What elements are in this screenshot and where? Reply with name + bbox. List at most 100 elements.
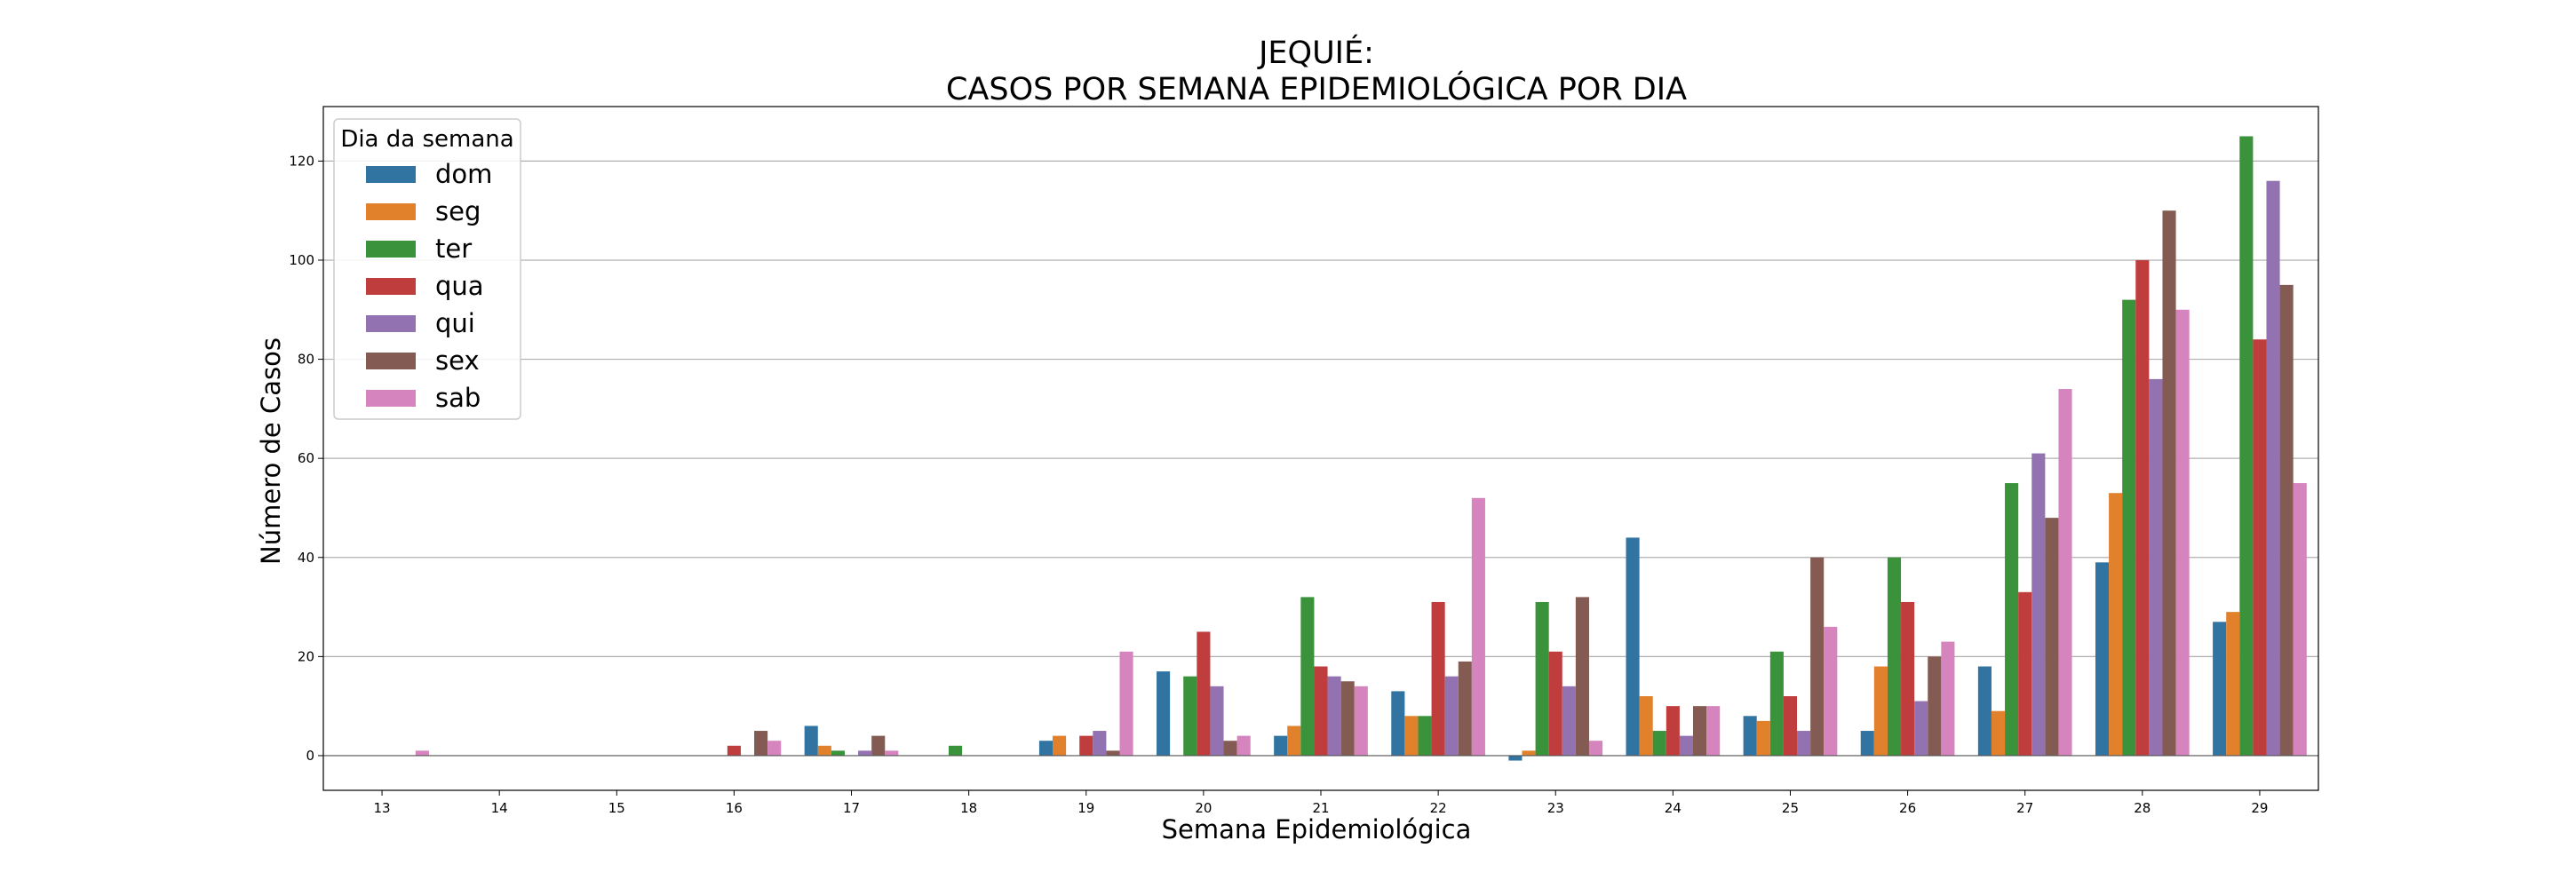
- bar-qui-21: [1327, 676, 1341, 756]
- bar-qui-17: [858, 750, 872, 756]
- bar-ter-29: [2239, 136, 2254, 756]
- bar-seg-25: [1756, 720, 1770, 756]
- legend-label-sab: sab: [435, 383, 481, 413]
- bar-sex-25: [1810, 557, 1825, 756]
- bar-qua-22: [1431, 601, 1445, 756]
- bar-qua-29: [2253, 339, 2267, 756]
- y-tick-label-0: 0: [306, 748, 314, 764]
- bar-dom-19: [1038, 741, 1053, 756]
- bar-qua-27: [2018, 591, 2032, 756]
- bar-sab-20: [1236, 735, 1251, 756]
- legend-items: dom seg ter qua qui sex sab: [366, 159, 492, 413]
- legend-label-sex: sex: [435, 345, 480, 376]
- y-tick-label-1: 20: [298, 648, 314, 664]
- bar-qui-23: [1562, 686, 1576, 756]
- bar-ter-23: [1535, 601, 1549, 756]
- legend-label-dom: dom: [435, 159, 492, 189]
- bar-ter-25: [1769, 651, 1784, 756]
- bar-sab-23: [1588, 741, 1603, 756]
- bar-sex-21: [1340, 681, 1355, 756]
- bar-seg-23: [1522, 750, 1536, 756]
- x-tick-label-29: 29: [2251, 800, 2268, 816]
- bar-sab-28: [2175, 309, 2190, 756]
- bar-sex-26: [1928, 656, 1942, 756]
- bar-ter-22: [1418, 716, 1432, 756]
- x-tick-label-23: 23: [1547, 800, 1564, 816]
- bar-dom-28: [2095, 562, 2110, 756]
- bar-qua-19: [1079, 735, 1093, 756]
- bar-sex-27: [2045, 518, 2059, 756]
- bar-dom-27: [1977, 666, 1992, 756]
- bar-dom-24: [1626, 537, 1640, 756]
- bar-qui-27: [2031, 453, 2046, 756]
- bar-ter-27: [2005, 483, 2019, 756]
- x-tick-label-20: 20: [1195, 800, 1212, 816]
- bar-sab-16: [767, 741, 782, 756]
- bar-sab-22: [1471, 497, 1485, 756]
- bar-dom-23: [1508, 755, 1523, 761]
- bar-seg-27: [1991, 710, 2006, 756]
- bar-dom-21: [1274, 735, 1288, 756]
- x-tick-label-19: 19: [1077, 800, 1094, 816]
- bar-seg-28: [2109, 493, 2123, 756]
- bar-qui-25: [1797, 731, 1811, 756]
- legend-box: [333, 118, 521, 420]
- bars-group: [415, 136, 2307, 761]
- legend-label-qua: qua: [435, 271, 484, 301]
- y-axis-label: Número de Casos: [256, 337, 286, 565]
- bar-ter-20: [1183, 676, 1197, 756]
- chart-title-line1: JEQUIÉ:: [1257, 34, 1374, 71]
- bar-seg-21: [1287, 725, 1301, 756]
- bar-dom-22: [1391, 691, 1405, 756]
- bar-ter-24: [1652, 731, 1666, 756]
- x-tick-label-22: 22: [1430, 800, 1447, 816]
- bar-dom-29: [2213, 622, 2227, 756]
- bar-sex-24: [1693, 706, 1707, 756]
- y-tick-label-4: 80: [298, 352, 314, 368]
- bar-sex-22: [1458, 661, 1472, 756]
- bar-sex-23: [1575, 597, 1589, 756]
- bar-qui-20: [1210, 686, 1224, 756]
- bar-ter-28: [2122, 299, 2136, 756]
- y-tick-label-2: 40: [298, 550, 314, 566]
- bar-sex-20: [1223, 741, 1237, 756]
- x-axis-ticks: 13 14 15 16 17 18 19 20 21 22 23 24 25 26 27 28 29: [374, 790, 2268, 816]
- chart-title-line2: CASOS POR SEMANA EPIDEMIOLÓGICA POR DIA: [946, 70, 1687, 107]
- bar-sex-29: [2279, 284, 2294, 756]
- x-tick-label-25: 25: [1782, 800, 1799, 816]
- bar-qui-29: [2266, 180, 2280, 756]
- grid-lines: [323, 160, 2318, 657]
- x-tick-label-16: 16: [726, 800, 743, 816]
- bar-qui-22: [1444, 676, 1459, 756]
- bar-qui-24: [1679, 735, 1694, 756]
- bar-seg-22: [1404, 716, 1419, 756]
- legend-label-ter: ter: [435, 234, 472, 264]
- legend-label-qui: qui: [435, 308, 475, 338]
- bar-qui-28: [2149, 378, 2163, 756]
- legend: Dia da semana dom seg ter qua qui sex sab: [333, 118, 521, 420]
- bar-sab-29: [2293, 483, 2307, 756]
- x-tick-label-13: 13: [374, 800, 391, 816]
- bar-sab-21: [1354, 686, 1368, 756]
- legend-swatch-qui: [366, 315, 416, 332]
- bar-ter-18: [948, 745, 963, 756]
- bar-qui-26: [1914, 701, 1928, 756]
- bar-dom-20: [1157, 671, 1171, 756]
- bar-qui-19: [1093, 731, 1107, 756]
- bar-ter-26: [1887, 557, 1902, 756]
- x-tick-label-27: 27: [2016, 800, 2033, 816]
- legend-label-seg: seg: [435, 196, 481, 226]
- bar-sex-19: [1106, 750, 1120, 756]
- legend-swatch-seg: [366, 203, 416, 220]
- bar-sab-24: [1706, 706, 1721, 756]
- bar-ter-21: [1300, 597, 1315, 756]
- x-tick-label-24: 24: [1665, 800, 1682, 816]
- bar-qua-25: [1783, 695, 1798, 756]
- bar-sex-28: [2162, 210, 2176, 756]
- y-tick-label-3: 60: [298, 450, 314, 466]
- x-tick-label-15: 15: [608, 800, 625, 816]
- bar-sab-17: [885, 750, 899, 756]
- x-tick-label-14: 14: [491, 800, 508, 816]
- bar-seg-26: [1873, 666, 1888, 756]
